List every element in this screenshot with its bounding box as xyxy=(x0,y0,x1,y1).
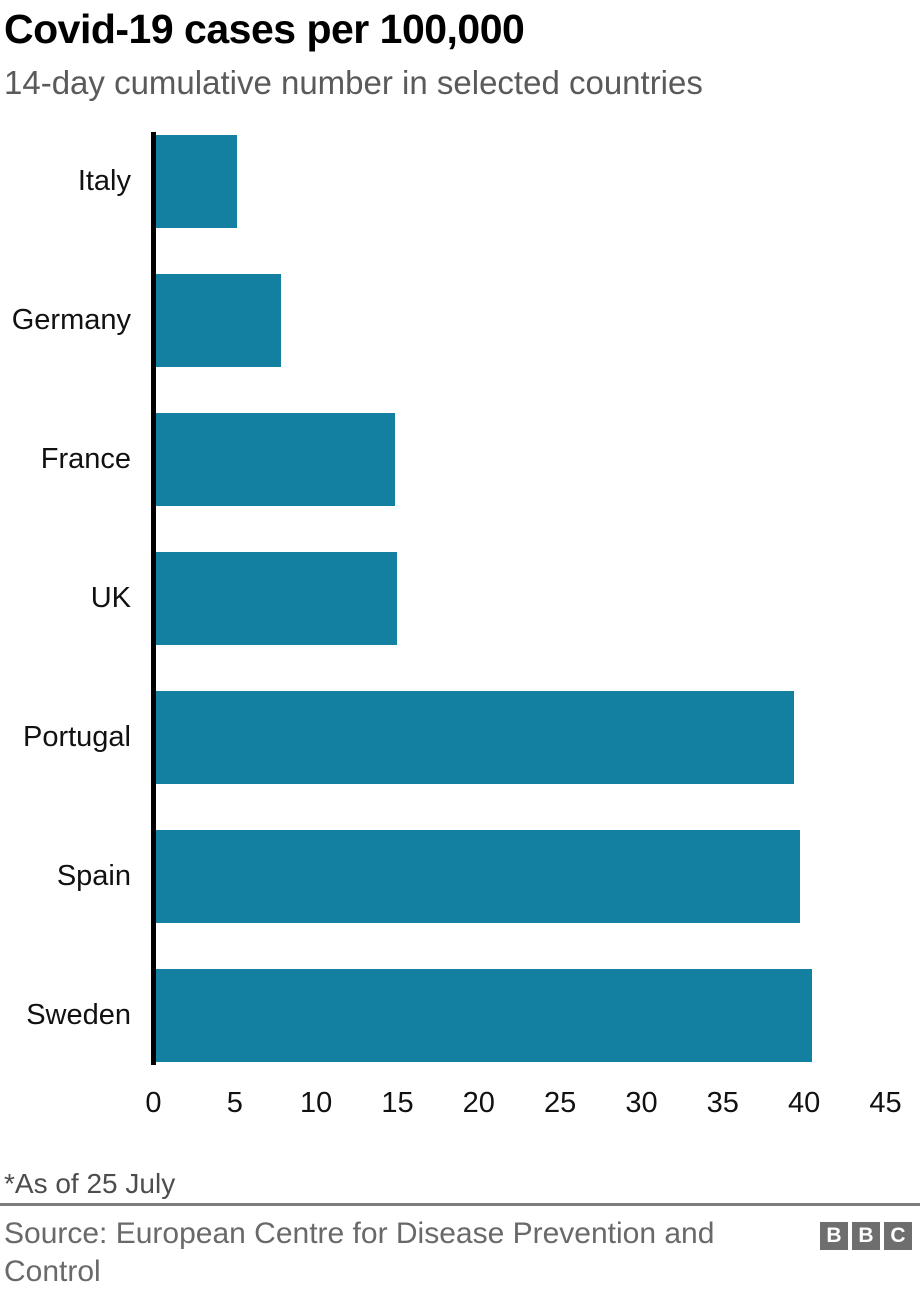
bar-sweden xyxy=(156,969,812,1062)
x-tick-label: 5 xyxy=(226,1087,243,1119)
bar-chart: Italy Germany France UK Portugal Spain Sweden … xyxy=(0,132,920,1119)
bar-france xyxy=(156,413,396,506)
x-tick-label: 10 xyxy=(300,1087,333,1119)
bar-row: Portugal xyxy=(0,691,920,784)
bbc-logo-letter: C xyxy=(884,1222,912,1250)
x-tick-label: 15 xyxy=(381,1087,414,1119)
bar-italy xyxy=(156,135,238,228)
category-label: Italy xyxy=(77,165,131,197)
x-tick-label: 0 xyxy=(145,1087,162,1119)
bar-germany xyxy=(156,274,282,367)
x-tick-label: 40 xyxy=(788,1087,821,1119)
bar-uk xyxy=(156,552,397,645)
bar-row: Germany xyxy=(0,274,920,367)
bar-spain xyxy=(156,830,801,923)
source-text: Source: European Centre for Disease Prev… xyxy=(4,1217,715,1288)
category-label: France xyxy=(40,443,131,475)
bar-row: Italy xyxy=(0,135,920,228)
x-tick-label: 20 xyxy=(462,1087,495,1119)
bbc-logo-letter: B xyxy=(820,1222,848,1250)
category-label: UK xyxy=(90,582,131,614)
footer-divider xyxy=(0,1203,920,1206)
x-axis-ticks: 0 5 10 15 20 25 30 35 40 45 xyxy=(0,1087,920,1123)
category-label: Portugal xyxy=(22,721,131,753)
bar-row: Spain xyxy=(0,830,920,923)
x-tick-label: 45 xyxy=(869,1087,902,1119)
bar-row: Sweden xyxy=(0,969,920,1062)
category-label: Sweden xyxy=(26,999,131,1031)
footnote: *As of 25 July xyxy=(4,1168,176,1199)
chart-title: Covid-19 cases per 100,000 xyxy=(4,6,525,52)
category-label: Germany xyxy=(11,304,131,336)
bar-row: UK xyxy=(0,552,920,645)
bbc-logo-letter: B xyxy=(852,1222,880,1250)
chart-subtitle: 14-day cumulative number in selected cou… xyxy=(4,64,703,101)
category-label: Spain xyxy=(56,860,131,892)
bar-rows: Italy Germany France UK Portugal Spain Sweden xyxy=(0,135,920,1062)
x-tick-label: 35 xyxy=(706,1087,739,1119)
x-tick-label: 25 xyxy=(544,1087,577,1119)
y-axis-line xyxy=(151,132,156,1065)
x-tick-label: 30 xyxy=(625,1087,658,1119)
bar-portugal xyxy=(156,691,794,784)
bar-row: France xyxy=(0,413,920,506)
